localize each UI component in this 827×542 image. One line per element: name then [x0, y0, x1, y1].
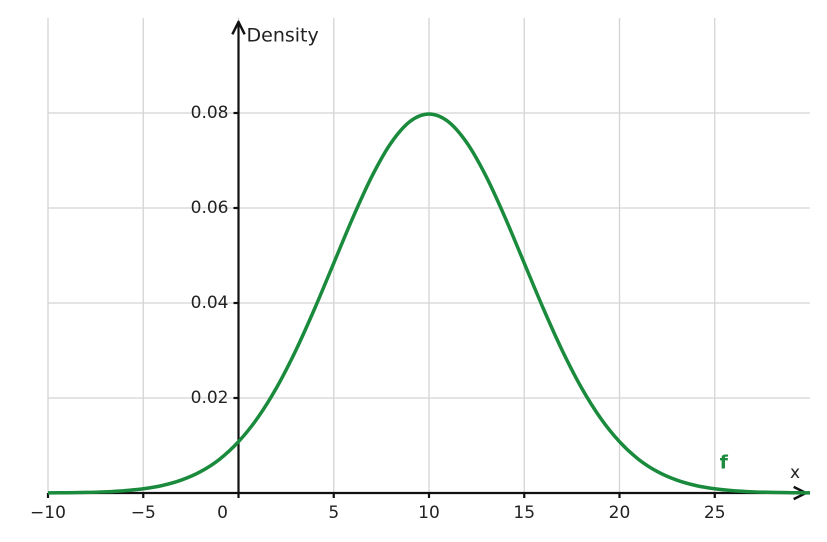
x-tick-label: 10	[418, 503, 440, 523]
x-tick-label: 20	[609, 503, 631, 523]
axes: −10 −5 0 5 10 15 20 25 0.02 0.04 0.06 0.08 x Density	[30, 22, 806, 523]
plot: f	[47, 112, 811, 495]
y-tick-label: 0.02	[191, 388, 229, 408]
y-tick-label: 0.06	[191, 198, 229, 218]
x-tick-label: 0	[217, 503, 228, 523]
x-tick-label: −5	[131, 503, 156, 523]
y-axis-label: Density	[247, 25, 319, 47]
line-series	[47, 112, 811, 495]
y-tick-label: 0.04	[191, 293, 229, 313]
x-tick-label: 25	[704, 503, 726, 523]
x-tick-label: 5	[328, 503, 339, 523]
x-axis-label: x	[790, 463, 800, 483]
legend-label: f	[720, 452, 729, 474]
x-tick-label: −10	[30, 503, 66, 523]
x-tick-label: 15	[513, 503, 535, 523]
y-tick-label: 0.08	[191, 103, 229, 123]
grid	[47, 18, 810, 493]
